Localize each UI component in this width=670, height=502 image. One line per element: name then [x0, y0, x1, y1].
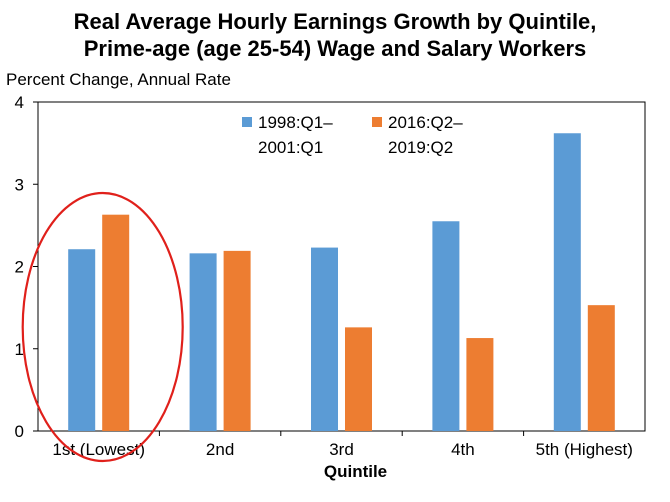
- y-tick-label: 4: [15, 93, 24, 112]
- legend-swatch-1: [242, 117, 252, 127]
- bar-2-3: [345, 327, 372, 431]
- bar-1-2: [189, 253, 217, 431]
- bar-1-4: [432, 221, 460, 431]
- y-tick-label: 0: [15, 422, 24, 441]
- y-tick-label: 3: [15, 175, 24, 194]
- bar-2-5: [587, 305, 615, 431]
- y-tick-label: 1: [15, 340, 24, 359]
- bar-1-5: [553, 133, 581, 431]
- x-tick-label: 3rd: [329, 440, 354, 459]
- x-tick-label: 4th: [451, 440, 475, 459]
- legend-swatch-2: [372, 117, 382, 127]
- x-axis-label: Quintile: [324, 462, 387, 481]
- chart-title: Real Average Hourly Earnings Growth by Q…: [0, 8, 670, 62]
- highlight-ellipse: [21, 191, 184, 463]
- bar-2-2: [223, 250, 251, 431]
- bar-2-4: [466, 338, 494, 431]
- bar-1-1: [68, 249, 96, 431]
- x-tick-label: 1st (Lowest): [52, 440, 145, 459]
- legend-label-2-line-1: 2016:Q2–: [388, 113, 463, 132]
- legend-label-1-line-2: 2001:Q1: [258, 138, 323, 157]
- legend-label-1-line-1: 1998:Q1–: [258, 113, 333, 132]
- x-tick-label: 2nd: [206, 440, 234, 459]
- y-axis-label: Percent Change, Annual Rate: [6, 70, 231, 89]
- bar-1-3: [311, 247, 338, 431]
- legend-label-2-line-2: 2019:Q2: [388, 138, 453, 157]
- bar-2-1: [102, 214, 130, 431]
- chart-title-line-2: Prime-age (age 25-54) Wage and Salary Wo…: [83, 36, 587, 61]
- y-tick-label: 2: [15, 258, 24, 277]
- x-tick-label: 5th (Highest): [536, 440, 633, 459]
- chart-title-line-1: Real Average Hourly Earnings Growth by Q…: [73, 9, 597, 34]
